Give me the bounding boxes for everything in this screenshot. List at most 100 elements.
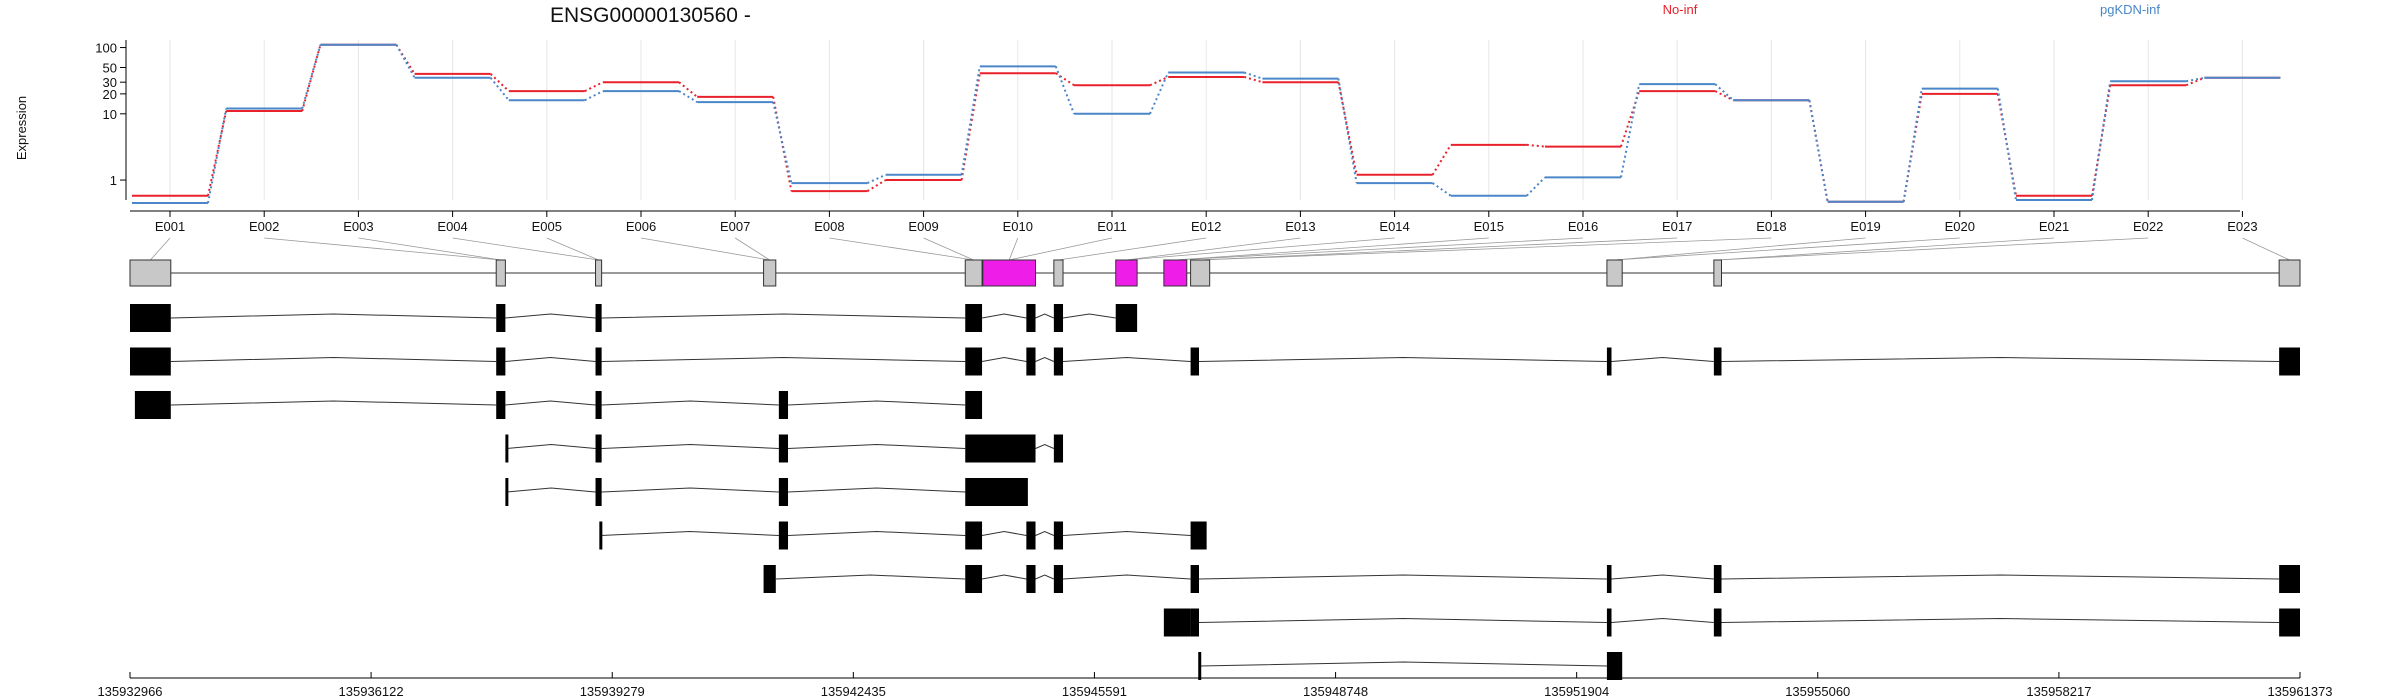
series-connector [2091, 81, 2112, 201]
transcript-exon [1606, 652, 1623, 680]
genomic-tick-label: 135932966 [97, 684, 162, 699]
transcript-exon [1053, 434, 1064, 463]
series-connector [1431, 144, 1452, 176]
series-connector [1526, 176, 1546, 197]
transcript-exon [599, 521, 603, 550]
x-tick-label: E009 [908, 219, 938, 234]
transcript-exon [965, 304, 983, 332]
genomic-tick-label: 135958217 [2026, 684, 2091, 699]
transcript-6 [599, 521, 1207, 550]
transcript-exon [1606, 347, 1612, 376]
series-layer [132, 43, 2281, 205]
exon-connector [1717, 237, 2149, 261]
exon-connector [1126, 237, 1395, 261]
transcript-exon [965, 347, 983, 376]
transcript-exon [1053, 521, 1064, 550]
genomic-tick-label: 135955060 [1785, 684, 1850, 699]
genomic-coordinate-axis: 135932966 135936122 135939279 135942435 1359… [97, 672, 2333, 699]
series-connector [1996, 88, 2017, 201]
transcript-exon [2279, 608, 2300, 637]
reference-exon-highlight [1115, 259, 1138, 287]
transcript-exon [1190, 521, 1207, 550]
intron-line [981, 574, 1027, 580]
reference-exon-highlight [1163, 259, 1188, 287]
transcript-exon [1053, 304, 1064, 332]
x-tick-label: E019 [1850, 219, 1880, 234]
transcript-exon [1115, 304, 1138, 332]
chart-title: ENSG00000130560 - [550, 4, 751, 27]
reference-exon [495, 259, 506, 287]
exon-connector [1126, 237, 1301, 261]
series-connector [584, 81, 604, 93]
series-connector [301, 44, 322, 109]
transcript-exon [134, 391, 171, 419]
series-connector [678, 90, 698, 103]
x-axis: E001 E002 E003 E004 E005 E006 E007 E008 E009 E010… [130, 210, 2258, 234]
transcript-exon [1190, 565, 1199, 593]
transcript-3 [134, 391, 983, 419]
y-tick-label: 1 [110, 173, 117, 188]
transcript-exon [595, 304, 602, 332]
transcript-exon [1198, 652, 1202, 680]
transcript-exon [505, 478, 509, 506]
reference-exon [2278, 259, 2301, 287]
transcript-exon [130, 304, 171, 332]
exon-connector [264, 237, 501, 261]
series-connector [866, 179, 887, 193]
intron-line [787, 443, 966, 449]
intron-line [981, 313, 1027, 319]
series-connector [1620, 90, 1641, 147]
transcript-exon [1053, 565, 1064, 593]
exon-connector [1200, 237, 1678, 261]
x-tick-label: E013 [1285, 219, 1315, 234]
exon-connector [1614, 237, 1960, 261]
y-tick-label: 30 [103, 75, 117, 90]
x-tick-label: E003 [343, 219, 373, 234]
transcript-exon [505, 434, 509, 463]
exon-connector-lines [150, 237, 2290, 261]
legend: No-inf pgKDN-inf [1663, 2, 2161, 17]
intron-line [1721, 617, 2280, 623]
x-tick-label: E020 [1945, 219, 1975, 234]
exon-connector [1717, 237, 2055, 261]
transcript-exon [1713, 347, 1722, 376]
series-connector [866, 173, 887, 184]
series-connector [2186, 76, 2205, 83]
exon-connector [2242, 237, 2290, 261]
transcript-exon [2279, 565, 2300, 593]
exon-connector [358, 237, 501, 261]
series-connector [1902, 88, 1923, 202]
genomic-tick-label: 135961373 [2267, 684, 2332, 699]
transcript-exon [1190, 347, 1199, 376]
exon-connector [1175, 237, 1584, 261]
series-connector [1337, 81, 1358, 176]
reference-exon [964, 259, 983, 287]
x-tick-label: E011 [1097, 219, 1126, 234]
intron-line [505, 400, 596, 406]
transcript-exon [1606, 608, 1612, 637]
series-connector [301, 44, 322, 112]
transcript-exon [595, 391, 602, 419]
series-connector [772, 101, 793, 184]
series-connector [1808, 100, 1829, 202]
series-connector [1337, 78, 1358, 184]
intron-line [506, 443, 596, 449]
transcript-exon [965, 434, 1036, 463]
intron-line [1199, 661, 1607, 667]
series-connector [1243, 71, 1263, 80]
transcript-exon [496, 391, 506, 419]
exon-connector [640, 237, 770, 261]
transcript-exon [1053, 347, 1064, 376]
transcript-exon [1713, 565, 1722, 593]
series-connector [395, 44, 416, 79]
reference-exon [1053, 259, 1064, 287]
intron-line [601, 443, 779, 449]
intron-line [601, 356, 966, 362]
transcript-exon [1026, 565, 1036, 593]
intron-line [170, 313, 497, 319]
reference-gene-model [129, 259, 2301, 287]
x-tick-label: E001 [155, 219, 185, 234]
intron-line [981, 356, 1027, 362]
transcript-9 [1198, 652, 1623, 680]
